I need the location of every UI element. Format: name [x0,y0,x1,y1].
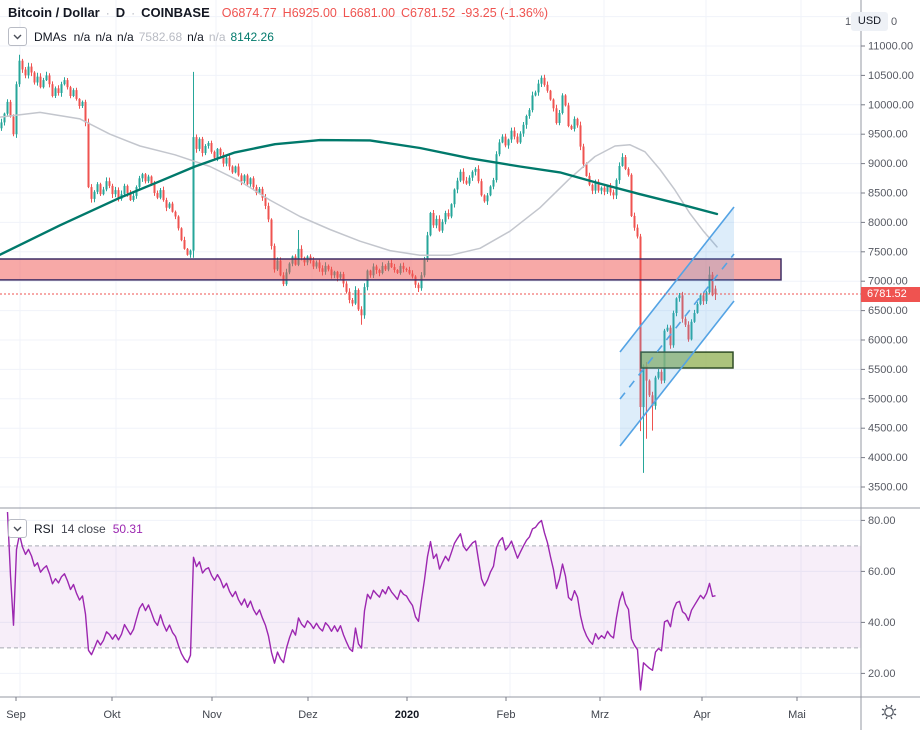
price-tick-label: 10500.00 [868,70,914,82]
price-tick-label: 5000.00 [868,393,908,405]
price-tick-label: 6000.00 [868,335,908,347]
dma-value: n/a [117,29,134,44]
rsi-line [6,511,716,691]
time-axis-label: Nov [202,709,222,721]
rsi-indicator-title: RSI [34,521,55,536]
rsi-value: 50.31 [112,521,143,536]
price-tick-label: 7000.00 [868,276,908,288]
price-tick-label: 11000.00 [868,41,913,53]
ohlc-close: C6781.52 [401,6,456,20]
time-axis-label: Okt [103,709,120,721]
symbol-row: Bitcoin / Dollar · D · COINBASE O6874.77… [8,5,548,20]
main-chart-pane[interactable] [0,0,861,508]
settings-gear-icon[interactable] [880,703,898,721]
price-tick-label: 9000.00 [868,158,908,170]
price-scale[interactable] [861,0,920,697]
moving-averages [0,111,719,257]
dma-value: n/a [208,29,226,44]
price-tick-label: 6500.00 [868,305,908,317]
ohlc-open: O6874.77 [221,6,277,20]
time-axis-label: Sep [6,709,26,721]
price-tick-label: 4500.00 [868,423,908,435]
rsi-tick-label: 60.00 [868,566,896,578]
price-tick-label: 9500.00 [868,129,908,141]
time-axis-label: Feb [497,709,516,721]
separator-dot: · [105,6,110,20]
last-price-label: 6781.52 [861,287,920,302]
interval-label: D [115,5,126,20]
ohlc-change: -93.25 (-1.36%) [461,6,549,20]
time-axis-label: Mrz [591,709,609,721]
rsi-indicator-row: RSI 14 close 50.31 [8,519,143,538]
dma-indicator-row: DMAs n/a n/a n/a 7582.68 n/a n/a 8142.26 [8,27,548,46]
ohlc-low: L6681.00 [342,6,396,20]
rsi-tick-label: 20.00 [868,668,896,680]
time-axis-label: Mai [788,709,806,721]
dma-value: n/a [187,29,204,44]
grid-lines [0,0,861,697]
trend-channel[interactable] [619,206,735,447]
dma-value: 7582.68 [138,29,183,44]
symbol-title: Bitcoin / Dollar [8,5,100,20]
gear-glyph [881,704,897,720]
time-axis-label: 2020 [395,709,419,721]
dma-value: n/a [73,29,91,44]
time-axis-label: Apr [693,709,710,721]
rsi-indicator-params: 14 close [61,521,106,536]
dma-values: n/a n/a n/a 7582.68 n/a n/a 8142.26 [74,30,279,44]
rsi-collapse-button[interactable] [8,519,27,538]
price-tick-label: 8000.00 [868,217,908,229]
separator-dot: · [131,6,136,20]
resistance-zone[interactable] [0,258,782,281]
dma-collapse-button[interactable] [8,27,27,46]
time-axis-label: Dez [298,709,318,721]
price-tick-label: 7500.00 [868,246,908,258]
dma-indicator-title: DMAs [34,29,67,44]
price-scale-labels: 11000.00 10500.00 10000.00 9500.00 9000.00 85… [6,41,914,722]
chevron-down-icon [13,34,22,39]
rsi-tick-label: 80.00 [868,515,896,527]
price-tick-label: 4000.00 [868,452,908,464]
time-scale[interactable] [0,697,920,730]
exchange-label: COINBASE [141,5,210,20]
rsi-tick-label: 40.00 [868,617,896,629]
dma-value: 8142.26 [230,29,274,44]
rsi-band [0,545,861,649]
scale-top-left-digit: 1 [845,16,852,28]
currency-button[interactable]: USD [851,12,888,31]
scale-top-right-digit: 0 [891,16,898,28]
price-tick-label: 10000.00 [868,99,914,111]
price-tick-label: 3500.00 [868,482,908,494]
price-tick-label: 5500.00 [868,364,908,376]
dma-value: n/a [95,29,113,44]
ohlc-high: H6925.00 [282,6,337,20]
price-tick-label: 8500.00 [868,188,908,200]
symbol-legend: Bitcoin / Dollar · D · COINBASE O6874.77… [8,5,548,46]
chevron-down-icon [13,526,22,531]
